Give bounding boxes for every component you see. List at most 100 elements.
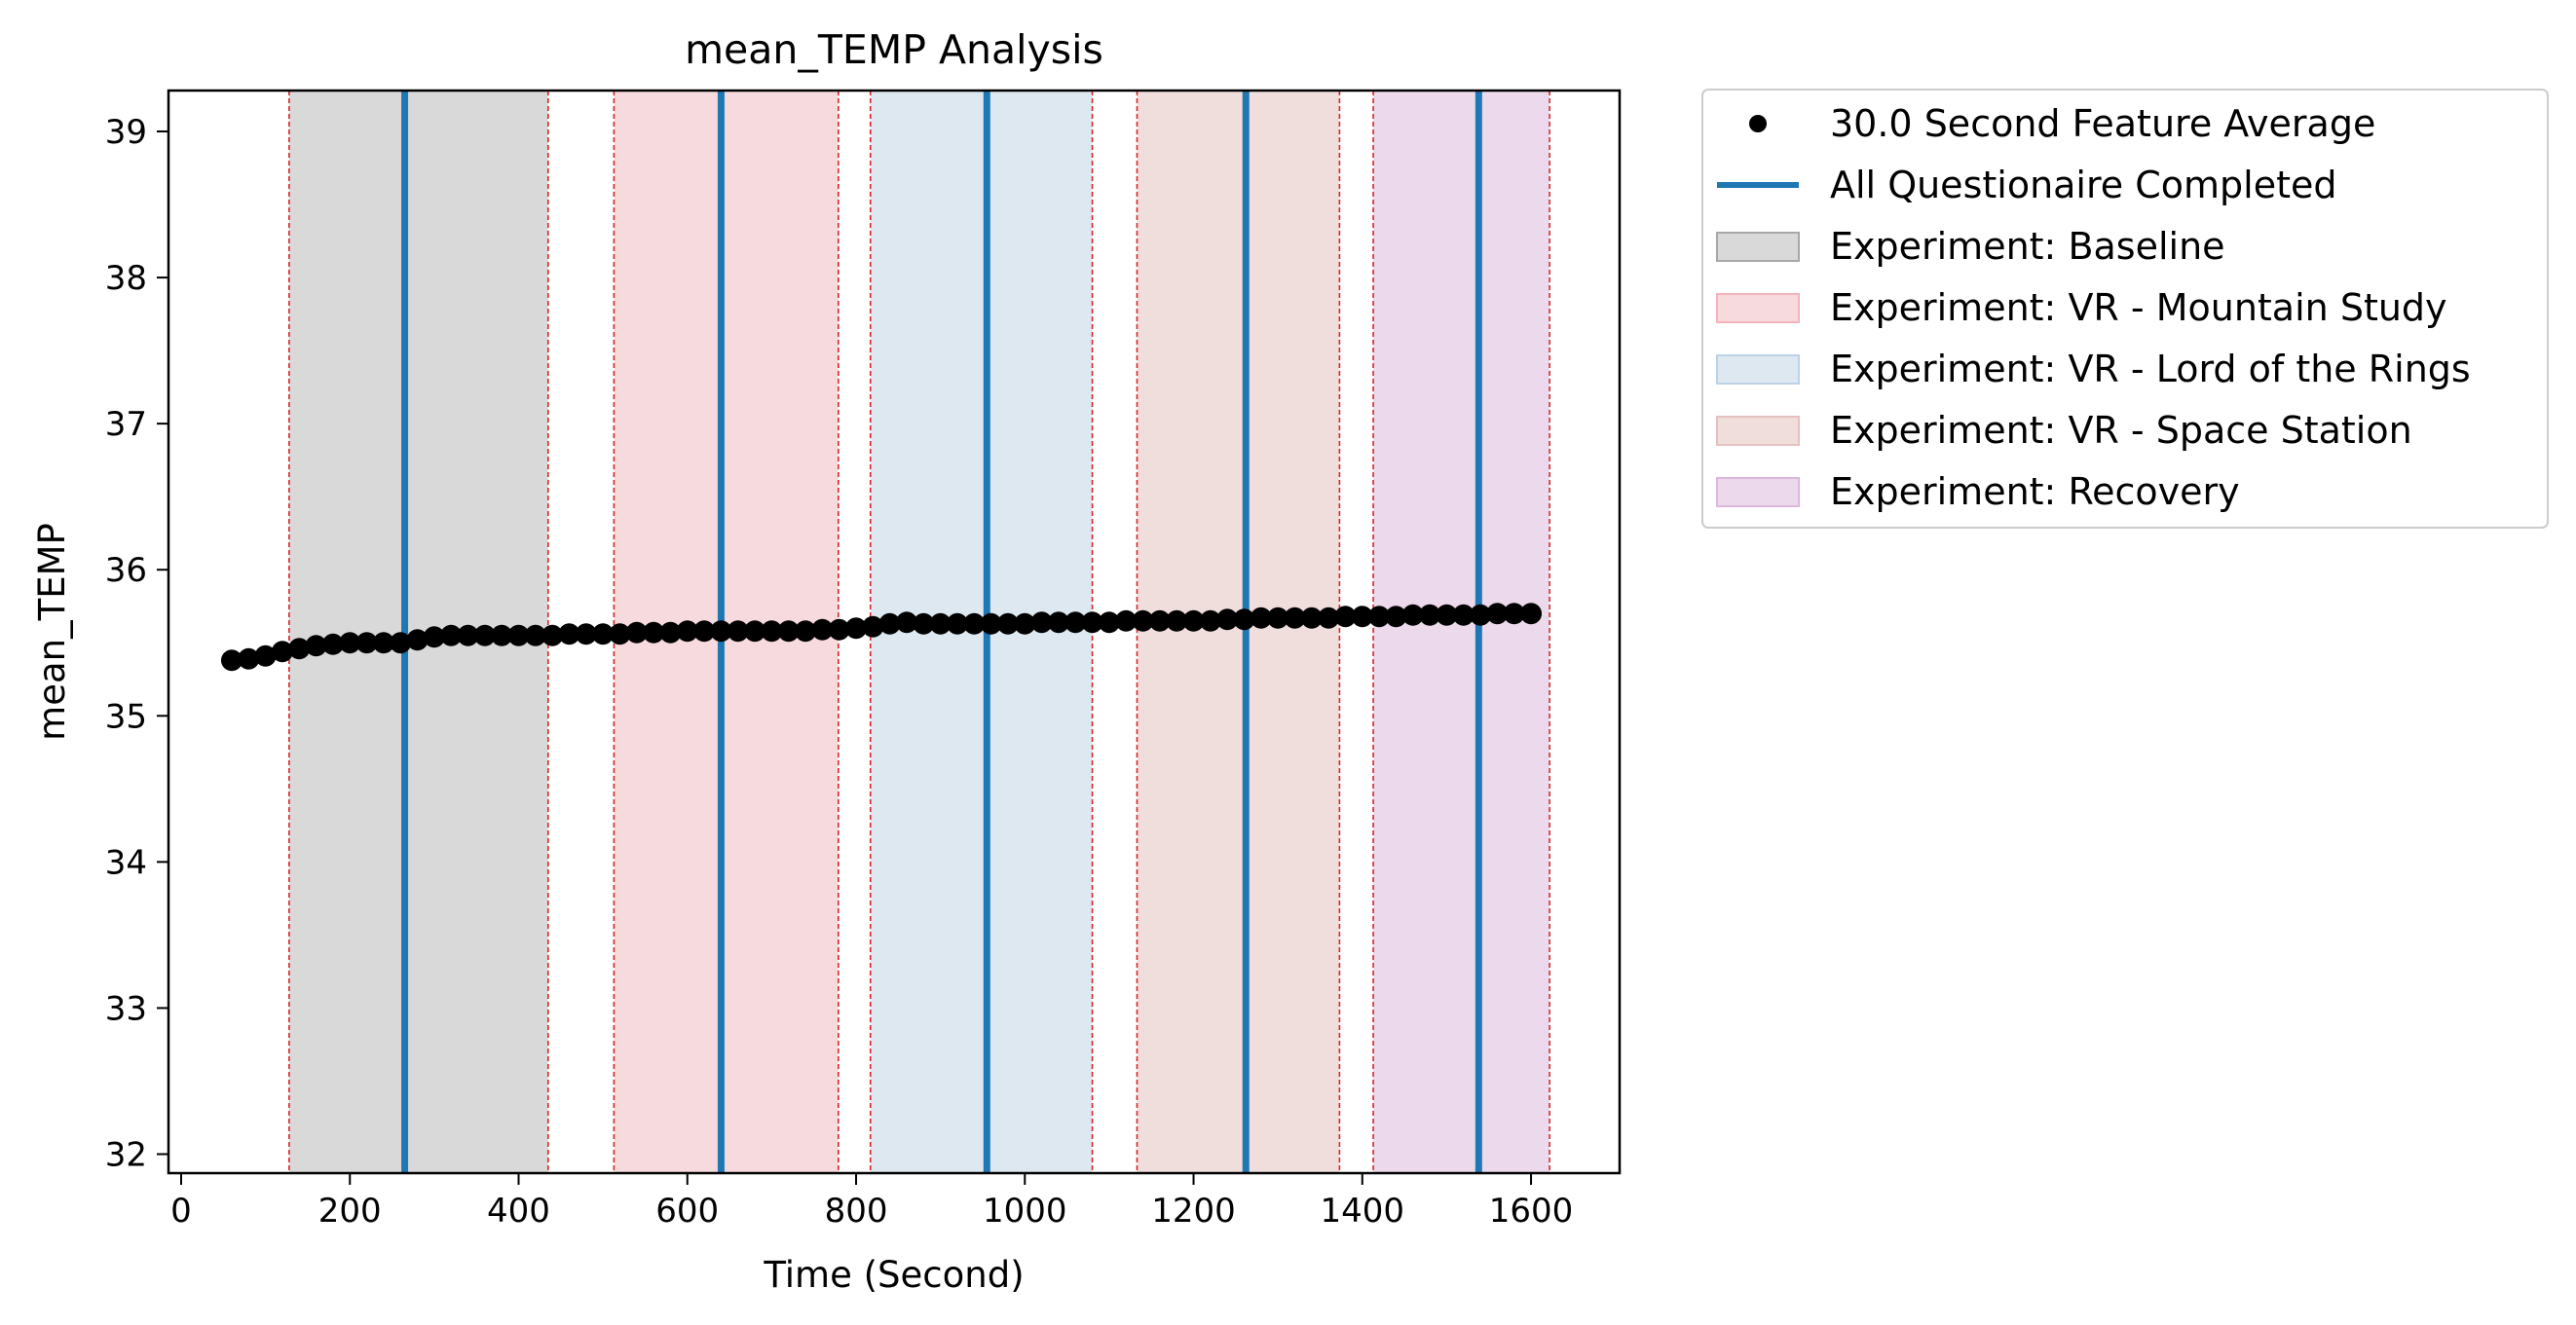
data-point	[1250, 607, 1272, 629]
data-point	[643, 621, 665, 644]
data-point	[288, 638, 311, 660]
data-point	[1419, 604, 1441, 626]
data-point	[457, 624, 479, 646]
x-tick-label: 1000	[983, 1192, 1067, 1231]
x-tick-label: 600	[655, 1192, 719, 1231]
data-point	[845, 617, 868, 640]
data-point	[862, 615, 884, 638]
data-point	[946, 612, 968, 635]
legend-entry: All Questionaire Completed	[1717, 164, 2337, 206]
data-point	[710, 620, 732, 643]
data-point	[744, 620, 766, 643]
legend-marker	[1716, 477, 1800, 507]
data-point	[558, 623, 580, 645]
x-axis-title: Time (Second)	[763, 1254, 1024, 1296]
data-point	[271, 641, 293, 663]
y-tick-label: 35	[105, 697, 147, 736]
y-tick-label: 36	[105, 551, 147, 590]
data-point	[355, 632, 378, 654]
chart-title: mean_TEMP Analysis	[685, 26, 1103, 73]
data-point	[1351, 606, 1373, 628]
legend-marker	[1716, 232, 1800, 262]
data-point	[1401, 604, 1424, 626]
x-tick-label: 1200	[1151, 1192, 1236, 1231]
data-point	[929, 612, 952, 635]
data-point	[592, 623, 615, 645]
legend-entry: 30.0 Second Feature Average	[1749, 102, 2375, 145]
data-point	[1047, 611, 1069, 634]
data-point	[895, 611, 917, 634]
data-point	[305, 635, 327, 657]
legend-label: Experiment: VR - Space Station	[1830, 409, 2412, 452]
legend-label: Experiment: Baseline	[1830, 225, 2225, 268]
legend-label: All Questionaire Completed	[1830, 164, 2337, 206]
plot-area	[220, 91, 1550, 1173]
data-point	[1148, 609, 1171, 632]
legend-entry: Experiment: Recovery	[1716, 470, 2240, 513]
data-point	[1216, 608, 1239, 631]
data-point	[811, 618, 834, 641]
x-tick-label: 1400	[1321, 1192, 1405, 1231]
data-point	[524, 624, 546, 646]
data-point	[491, 624, 513, 646]
data-point	[795, 620, 817, 643]
data-point	[1334, 606, 1357, 628]
data-point	[440, 624, 463, 646]
legend-label: Experiment: Recovery	[1830, 470, 2240, 513]
data-point	[423, 626, 445, 648]
data-point	[473, 624, 496, 646]
legend-label: 30.0 Second Feature Average	[1830, 102, 2375, 145]
data-point	[980, 612, 1002, 635]
data-point	[1199, 609, 1221, 632]
data-point	[1267, 607, 1289, 629]
data-point	[1115, 609, 1138, 632]
legend-entry: Experiment: Baseline	[1716, 225, 2225, 268]
data-point	[1368, 606, 1391, 628]
data-point	[777, 620, 800, 643]
data-point	[625, 621, 648, 644]
legend-marker	[1749, 115, 1767, 132]
data-point	[727, 620, 749, 643]
legend-frame	[1701, 89, 2549, 529]
data-point	[1284, 607, 1306, 629]
x-axis: 0 200 400 600 800 1000 1200 1400 1600	[170, 1173, 1573, 1231]
legend-label: Experiment: VR - Mountain Study	[1830, 286, 2447, 329]
x-tick-label: 1600	[1489, 1192, 1574, 1231]
data-point	[1452, 604, 1475, 626]
y-axis: 32 33 34 35 36 37 38 39	[105, 113, 168, 1174]
data-point	[1064, 611, 1087, 634]
data-point	[693, 620, 716, 643]
legend-entry: Experiment: VR - Lord of the Rings	[1716, 348, 2471, 390]
data-point	[1520, 603, 1543, 625]
data-point	[321, 633, 344, 655]
region-4	[1137, 91, 1340, 1173]
data-point	[913, 612, 935, 635]
data-point	[609, 623, 631, 645]
data-point	[238, 647, 260, 670]
data-point	[1385, 606, 1407, 628]
x-tick-label: 400	[487, 1192, 550, 1231]
data-point	[761, 620, 783, 643]
data-point	[1014, 612, 1036, 635]
data-point	[659, 621, 682, 644]
data-point	[878, 612, 901, 635]
legend-label: Experiment: VR - Lord of the Rings	[1830, 348, 2471, 390]
data-point	[1030, 611, 1053, 634]
y-axis-title: mean_TEMP	[31, 523, 73, 741]
data-point	[339, 632, 361, 654]
y-tick-label: 39	[105, 113, 147, 152]
data-point	[828, 618, 850, 641]
y-tick-label: 33	[105, 989, 147, 1028]
data-point	[1318, 607, 1340, 629]
data-point	[390, 632, 412, 654]
y-tick-label: 32	[105, 1135, 147, 1174]
y-tick-label: 37	[105, 405, 147, 444]
x-tick-label: 0	[170, 1192, 192, 1231]
data-point	[1470, 604, 1492, 626]
data-point	[220, 649, 243, 672]
data-point	[1081, 611, 1103, 634]
data-point	[1300, 607, 1323, 629]
x-tick-label: 800	[825, 1192, 888, 1231]
data-point	[676, 620, 698, 643]
